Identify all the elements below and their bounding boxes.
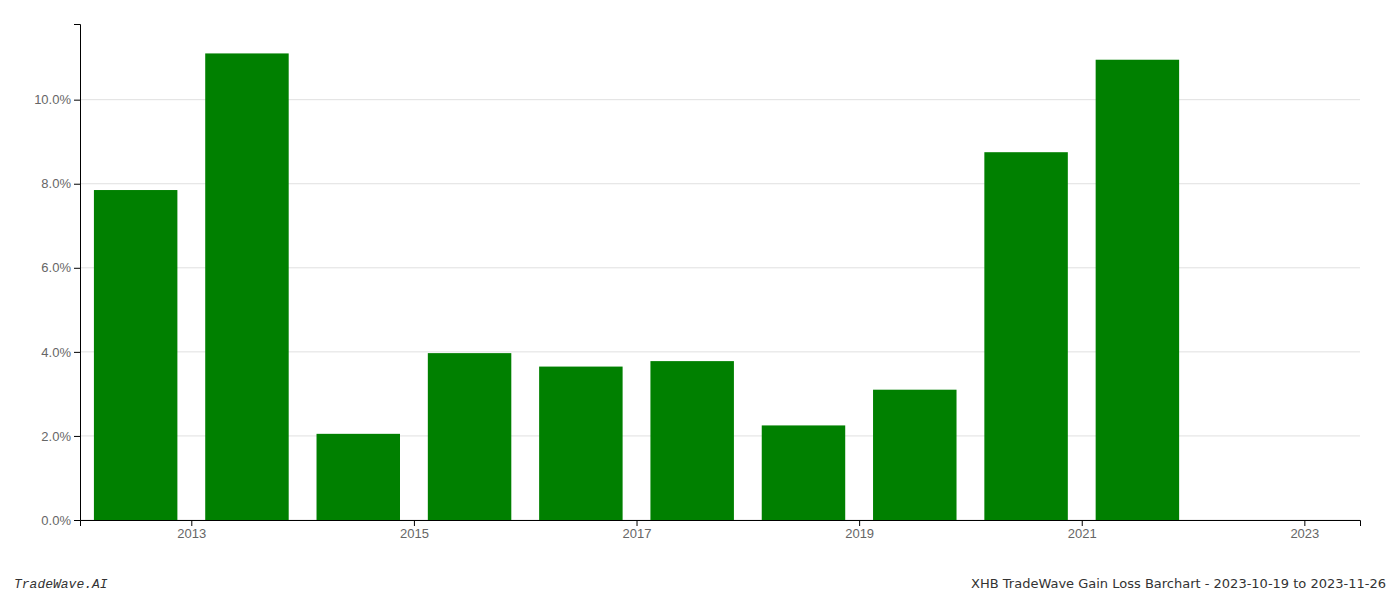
- footer-left: TradeWave.AI: [14, 577, 108, 592]
- bars: [94, 53, 1179, 520]
- y-tick-mark: [74, 520, 80, 521]
- x-tick: 2017: [623, 520, 652, 541]
- x-tick-label: 2017: [623, 526, 652, 541]
- x-tick-mark: [191, 520, 192, 526]
- x-tick-label: 2013: [177, 526, 206, 541]
- x-tick-label: 2023: [1290, 526, 1319, 541]
- bar: [428, 353, 511, 520]
- y-tick-label: 10.0%: [34, 92, 71, 107]
- x-tick-label: 2021: [1068, 526, 1097, 541]
- bar: [539, 367, 622, 520]
- bar: [317, 434, 400, 520]
- chart: 0.0%2.0%4.0%6.0%8.0%10.0%201320152017201…: [0, 0, 1400, 600]
- y-tick-label: 6.0%: [41, 260, 71, 275]
- bar: [650, 361, 733, 520]
- y-tick: 10.0%: [34, 92, 80, 107]
- y-tick: 0.0%: [41, 513, 80, 528]
- bar: [762, 425, 845, 520]
- y-tick: 8.0%: [41, 176, 80, 191]
- y-tick-label: 8.0%: [41, 176, 71, 191]
- x-tick: 2013: [177, 520, 206, 541]
- y-tick-mark: [74, 352, 80, 353]
- bar: [94, 190, 177, 520]
- bar: [873, 390, 956, 520]
- x-tick-mark: [637, 520, 638, 526]
- y-axis-line: [74, 25, 81, 521]
- y-tick: 6.0%: [41, 260, 80, 275]
- y-tick-mark: [74, 100, 80, 101]
- x-tick-label: 2015: [400, 526, 429, 541]
- x-tick: 2015: [400, 520, 429, 541]
- x-axis: 2013 2015 2017 2019 2021 2023: [81, 520, 1361, 541]
- x-tick-label: 2019: [845, 526, 874, 541]
- bar: [1096, 60, 1179, 520]
- y-tick-mark: [74, 184, 80, 185]
- y-tick-mark: [74, 436, 80, 437]
- y-tick: 4.0%: [41, 345, 80, 360]
- x-tick: 2021: [1068, 520, 1097, 541]
- bar: [205, 53, 288, 520]
- y-tick-mark: [74, 268, 80, 269]
- x-tick-mark: [1082, 520, 1083, 526]
- y-axis: 0.0% 2.0% 4.0% 6.0% 8.0% 10.0%: [34, 25, 80, 528]
- x-tick-mark: [859, 520, 860, 526]
- x-tick: 2019: [845, 520, 874, 541]
- x-axis-line: [81, 521, 1361, 527]
- y-tick-label: 2.0%: [41, 429, 71, 444]
- x-tick: 2023: [1290, 520, 1319, 541]
- x-tick-mark: [414, 520, 415, 526]
- y-tick: 2.0%: [41, 429, 80, 444]
- bar: [984, 152, 1067, 520]
- y-tick-label: 0.0%: [41, 513, 71, 528]
- x-tick-mark: [1304, 520, 1305, 526]
- footer-right: XHB TradeWave Gain Loss Barchart - 2023-…: [971, 576, 1386, 591]
- y-tick-label: 4.0%: [41, 345, 71, 360]
